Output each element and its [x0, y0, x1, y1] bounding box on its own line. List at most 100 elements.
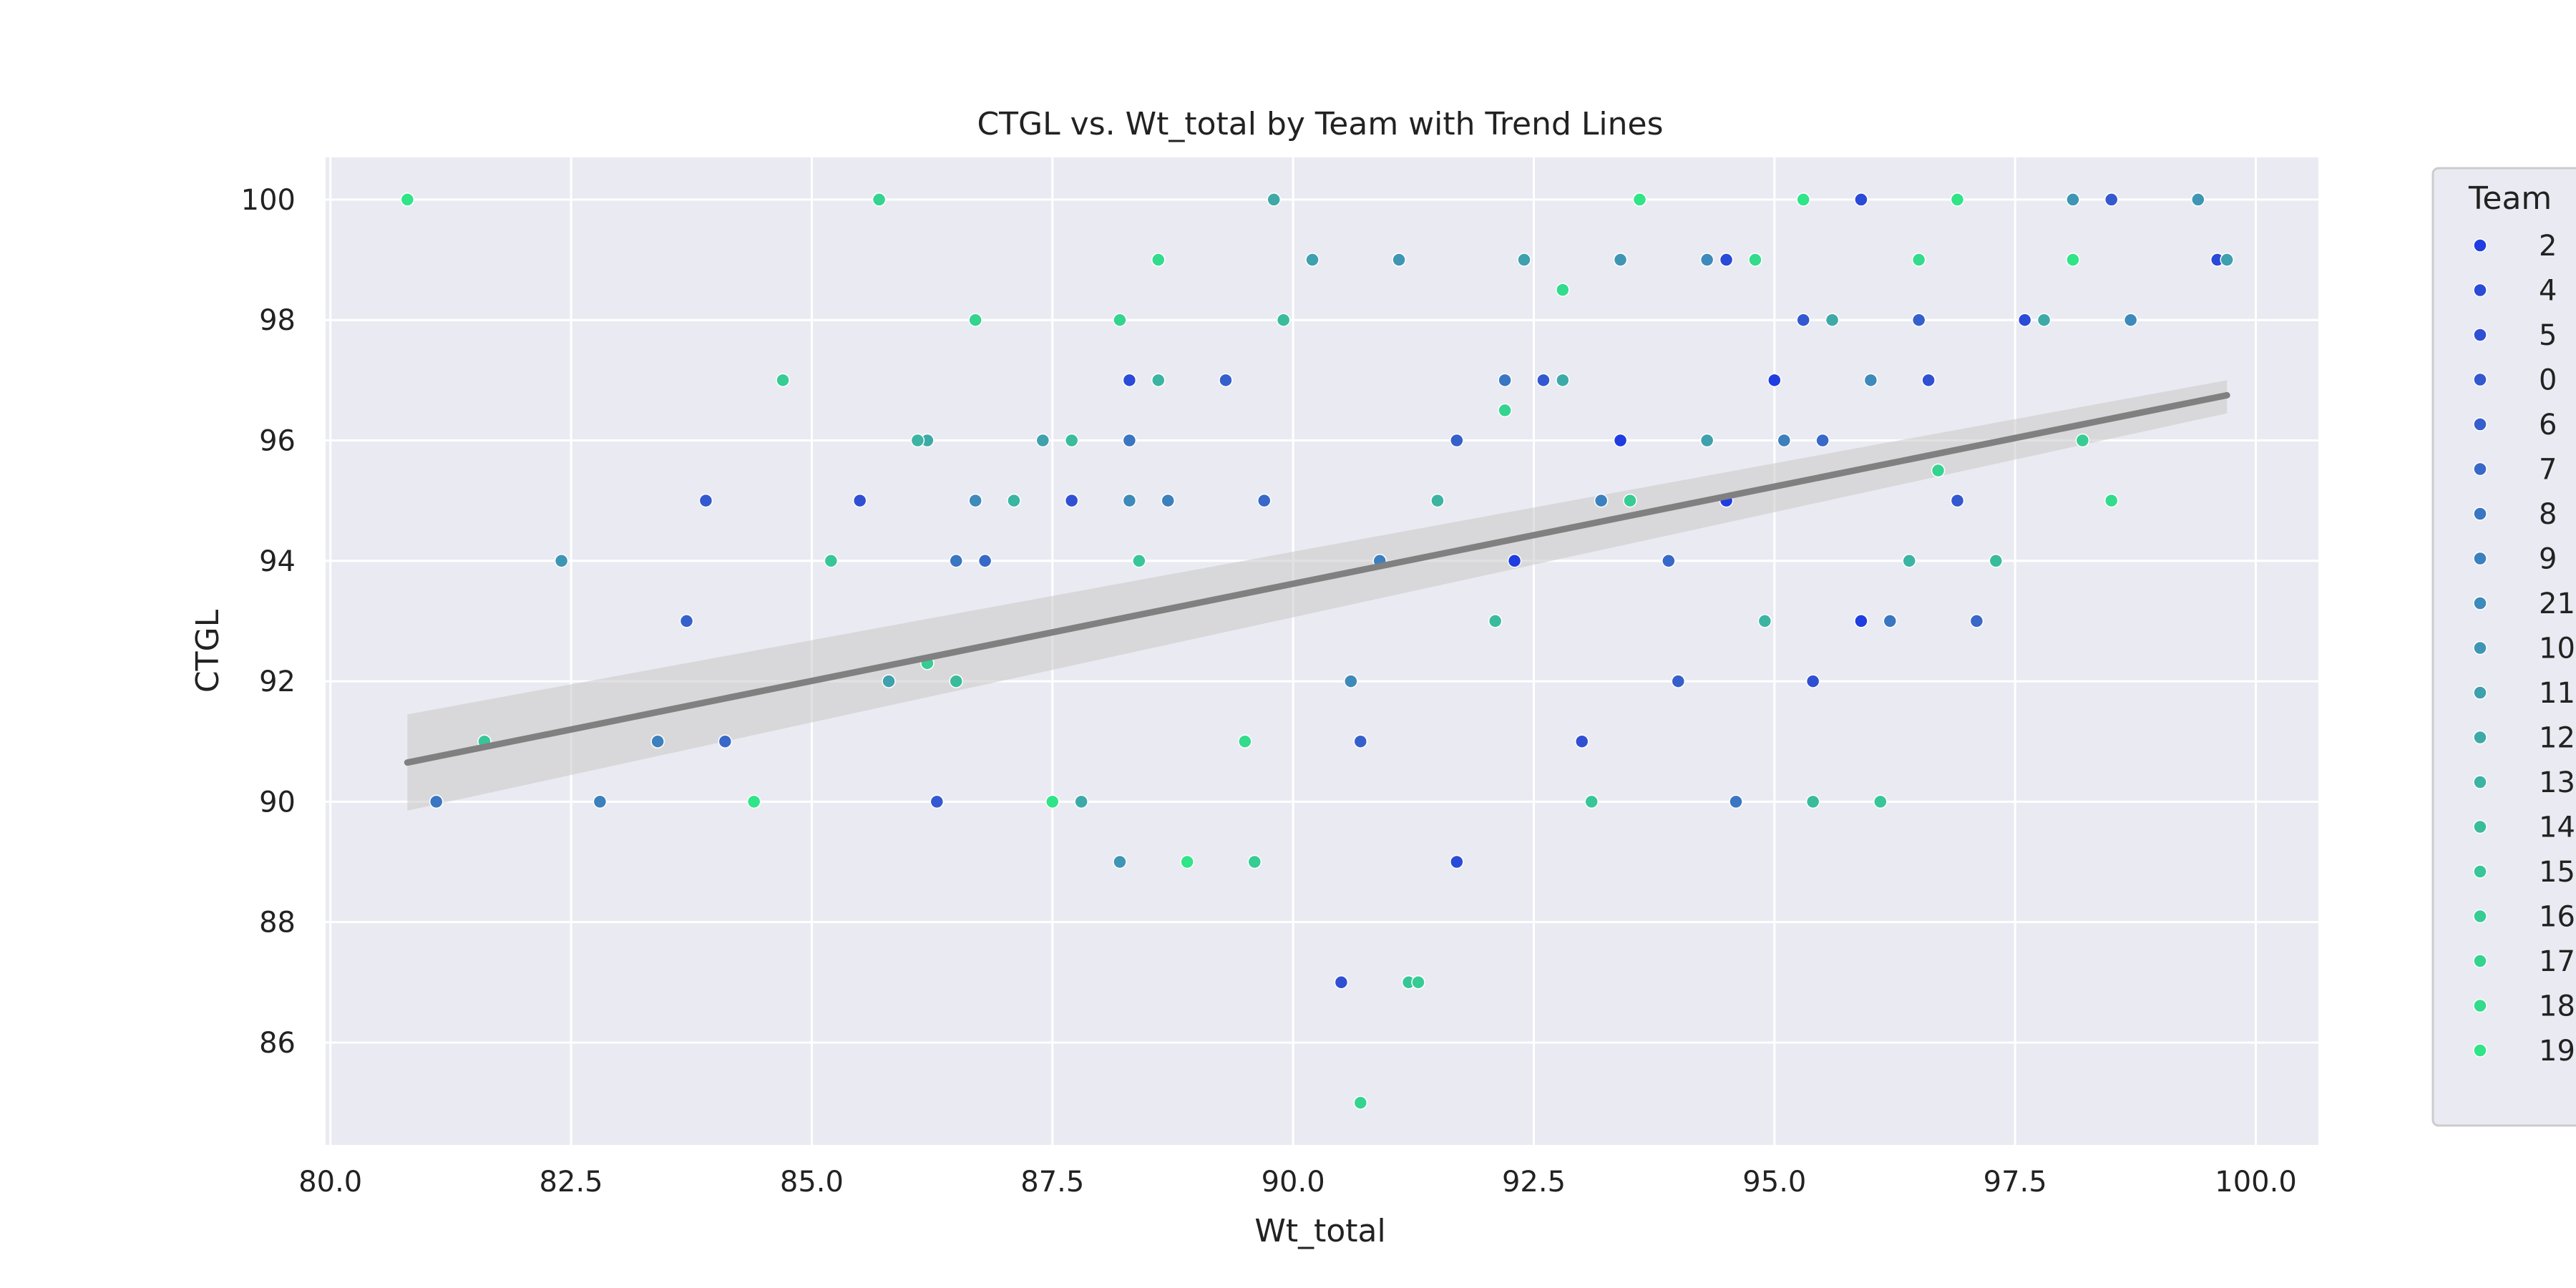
data-point-team-6	[1219, 373, 1233, 388]
y-tick-label: 88	[259, 907, 296, 940]
data-point-team-0	[1950, 493, 1965, 508]
legend-box	[2431, 167, 2576, 1127]
data-point-team-16	[1247, 854, 1262, 869]
legend-label-11: 11	[2539, 677, 2575, 710]
data-point-team-15	[1873, 794, 1888, 809]
legend-marker-2	[2473, 238, 2487, 253]
data-point-team-16	[1623, 493, 1637, 508]
data-point-team-8	[1122, 433, 1137, 448]
data-point-team-5	[1064, 493, 1079, 508]
data-point-team-13	[910, 433, 925, 448]
data-point-team-4	[1719, 253, 1734, 267]
legend-label-6: 6	[2539, 409, 2557, 441]
data-point-team-4	[1450, 854, 1464, 869]
data-point-team-17	[1931, 463, 1946, 478]
data-point-team-13	[1007, 493, 1021, 508]
data-point-team-4	[1854, 192, 1868, 207]
legend-marker-6	[2473, 417, 2487, 431]
x-tick-label: 92.5	[1502, 1166, 1566, 1199]
data-point-team-17	[1498, 403, 1512, 418]
data-point-team-16	[776, 373, 790, 388]
data-point-team-18	[1238, 734, 1252, 748]
data-point-team-10	[2066, 192, 2080, 207]
y-axis-title: CTGL	[190, 609, 226, 693]
trend-line-group	[404, 391, 2230, 766]
data-point-team-5	[1334, 975, 1349, 990]
legend-label-15: 15	[2539, 856, 2575, 889]
legend-marker-15	[2473, 864, 2487, 879]
data-point-team-10	[2191, 192, 2205, 207]
data-point-team-15	[1584, 794, 1599, 809]
y-tick-label: 92	[259, 665, 296, 698]
legend-label-17: 17	[2539, 945, 2575, 978]
x-tick-label: 100.0	[2215, 1166, 2297, 1199]
data-point-team-0	[930, 794, 945, 809]
data-point-team-21	[1344, 674, 1358, 688]
data-point-team-12	[1267, 192, 1281, 207]
legend-items: 2 4 5 0 6 7 8 9 21 10 11 12 13 14 15 16 17 18 19	[2473, 230, 2575, 1068]
legend-label-14: 14	[2539, 811, 2575, 844]
trend-line	[404, 391, 2230, 766]
data-point-team-8	[429, 794, 444, 809]
data-point-team-4	[2017, 313, 2032, 327]
data-point-team-21	[1122, 493, 1137, 508]
data-point-team-21	[968, 493, 982, 508]
data-point-team-0	[2104, 192, 2119, 207]
data-point-team-13	[1430, 493, 1445, 508]
legend-marker-13	[2473, 775, 2487, 789]
data-point-team-15	[824, 554, 839, 568]
data-point-team-5	[852, 493, 867, 508]
legend-marker-0	[2473, 372, 2487, 387]
data-point-team-18	[1911, 253, 1926, 267]
data-point-team-6	[679, 614, 694, 628]
legend-marker-10	[2473, 640, 2487, 655]
x-tick-label: 87.5	[1020, 1166, 1084, 1199]
data-point-team-13	[1757, 614, 1772, 628]
data-point-team-14	[949, 674, 963, 688]
data-point-team-7	[1969, 614, 1984, 628]
data-point-team-11	[1305, 253, 1319, 267]
legend-label-5: 5	[2539, 319, 2557, 352]
legend-label-19: 19	[2539, 1035, 2575, 1068]
legend-marker-7	[2473, 462, 2487, 477]
data-point-team-18	[2104, 493, 2119, 508]
data-point-team-12	[1825, 313, 1840, 327]
legend-label-13: 13	[2539, 766, 2575, 799]
data-point-team-8	[1498, 373, 1512, 388]
data-point-team-9	[1777, 433, 1792, 448]
legend-label-21: 21	[2539, 587, 2575, 620]
data-point-team-7	[977, 554, 992, 568]
data-point-team-9	[1594, 493, 1609, 508]
data-point-team-6	[1911, 313, 1926, 327]
data-point-team-18	[1748, 253, 1762, 267]
legend-marker-5	[2473, 328, 2487, 342]
data-point-team-12	[1074, 794, 1088, 809]
data-point-team-10	[1613, 253, 1628, 267]
data-point-team-5	[1805, 674, 1820, 688]
legend-label-0: 0	[2539, 364, 2557, 397]
scatter-points	[400, 192, 2234, 1110]
data-point-team-17	[968, 313, 982, 327]
legend-marker-9	[2473, 551, 2487, 566]
y-tick-label: 86	[259, 1027, 296, 1060]
data-point-team-10	[554, 554, 569, 568]
data-point-team-11	[1035, 433, 1050, 448]
data-point-team-21	[2123, 313, 2138, 327]
data-point-team-0	[698, 493, 713, 508]
legend-label-12: 12	[2539, 722, 2575, 755]
chart-title: CTGL vs. Wt_total by Team with Trend Lin…	[977, 106, 1663, 142]
x-tick-label: 95.0	[1742, 1166, 1806, 1199]
legend: Team 2 4 5 0 6 7 8 9 21 10 11 12 13 14 15 16 17 18 19	[2431, 167, 2576, 1127]
legend-label-18: 18	[2539, 990, 2575, 1023]
legend-marker-14	[2473, 819, 2487, 834]
data-point-team-11	[882, 674, 896, 688]
data-point-team-21	[1863, 373, 1878, 388]
legend-label-4: 4	[2539, 275, 2557, 308]
data-point-team-10	[1113, 854, 1127, 869]
legend-marker-4	[2473, 283, 2487, 298]
legend-marker-18	[2473, 998, 2487, 1013]
data-point-team-16	[2075, 433, 2090, 448]
data-point-team-0	[1536, 373, 1551, 388]
legend-label-8: 8	[2539, 498, 2557, 531]
